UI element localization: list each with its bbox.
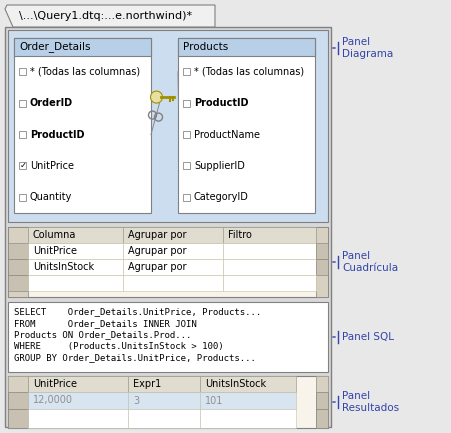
Bar: [28, 259, 123, 275]
Text: ProductID: ProductID: [30, 129, 84, 139]
Text: SupplierID: SupplierID: [193, 161, 244, 171]
Text: Order_Details: Order_Details: [19, 42, 90, 52]
Bar: [123, 243, 222, 259]
Text: Filtro: Filtro: [227, 230, 251, 240]
Bar: [19, 162, 26, 169]
Bar: [28, 392, 128, 409]
Bar: [123, 259, 222, 275]
Text: FROM      Order_Details INNER JOIN: FROM Order_Details INNER JOIN: [14, 319, 196, 328]
Text: OrderID: OrderID: [30, 98, 73, 108]
Bar: [8, 302, 327, 372]
Bar: [8, 392, 28, 409]
Text: ✓: ✓: [19, 162, 27, 171]
Text: UnitPrice: UnitPrice: [30, 161, 74, 171]
Bar: [128, 392, 199, 409]
Bar: [315, 227, 327, 297]
Bar: [8, 376, 327, 428]
Text: Quantity: Quantity: [30, 192, 72, 202]
Text: UnitPrice: UnitPrice: [33, 379, 77, 389]
Bar: [8, 275, 28, 291]
Text: CategoryID: CategoryID: [193, 192, 249, 202]
Bar: [315, 376, 327, 392]
Text: UnitsInStock: UnitsInStock: [205, 379, 266, 389]
Text: 3: 3: [133, 395, 139, 405]
Bar: [178, 38, 314, 213]
Bar: [14, 38, 151, 213]
Text: UnitsInStock: UnitsInStock: [33, 262, 94, 272]
Bar: [222, 227, 315, 243]
Bar: [315, 376, 327, 428]
Bar: [8, 30, 327, 222]
Text: SELECT    Order_Details.UnitPrice, Products...: SELECT Order_Details.UnitPrice, Products…: [14, 307, 261, 317]
Bar: [28, 376, 128, 392]
Bar: [183, 194, 189, 201]
Text: Expr1: Expr1: [133, 379, 161, 389]
Text: Columna: Columna: [33, 230, 76, 240]
Bar: [19, 68, 26, 75]
Bar: [183, 100, 189, 107]
Text: Panel
Resultados: Panel Resultados: [341, 391, 398, 413]
Bar: [19, 100, 26, 107]
Text: Products: Products: [183, 42, 228, 52]
Bar: [123, 275, 222, 291]
Bar: [8, 227, 28, 297]
Text: 101: 101: [205, 395, 223, 405]
Bar: [222, 259, 315, 275]
Text: WHERE     (Products.UnitsInStock > 100): WHERE (Products.UnitsInStock > 100): [14, 342, 223, 351]
Text: Products ON Order_Details.Prod...: Products ON Order_Details.Prod...: [14, 330, 191, 339]
Bar: [178, 38, 314, 56]
Text: Panel
Cuadrícula: Panel Cuadrícula: [341, 251, 397, 273]
Text: Panel
Diagrama: Panel Diagrama: [341, 37, 392, 59]
Bar: [199, 409, 295, 428]
Text: * (Todas las columnas): * (Todas las columnas): [193, 67, 304, 77]
Text: GROUP BY Order_Details.UnitPrice, Products...: GROUP BY Order_Details.UnitPrice, Produc…: [14, 353, 255, 362]
Bar: [19, 131, 26, 138]
Bar: [222, 275, 315, 291]
Bar: [14, 38, 151, 56]
Bar: [123, 227, 222, 243]
Text: Panel SQL: Panel SQL: [341, 332, 393, 342]
Bar: [8, 376, 28, 392]
Bar: [315, 243, 327, 259]
Bar: [199, 392, 295, 409]
Bar: [128, 376, 199, 392]
Bar: [128, 409, 199, 428]
Bar: [28, 275, 123, 291]
Bar: [28, 409, 128, 428]
Bar: [315, 392, 327, 409]
Bar: [315, 259, 327, 275]
Bar: [28, 227, 123, 243]
Bar: [183, 162, 189, 169]
Bar: [8, 227, 327, 297]
Bar: [5, 27, 330, 427]
Bar: [183, 131, 189, 138]
Bar: [8, 259, 28, 275]
Bar: [183, 68, 189, 75]
Text: ProductID: ProductID: [193, 98, 248, 108]
Bar: [8, 409, 28, 428]
Bar: [8, 376, 28, 428]
Bar: [28, 243, 123, 259]
Text: Agrupar por: Agrupar por: [128, 230, 186, 240]
Polygon shape: [5, 5, 215, 27]
Circle shape: [150, 91, 162, 103]
Text: UnitPrice: UnitPrice: [33, 246, 77, 256]
Text: ProductName: ProductName: [193, 129, 259, 139]
Text: * (Todas las columnas): * (Todas las columnas): [30, 67, 140, 77]
Bar: [19, 194, 26, 201]
Bar: [222, 243, 315, 259]
Text: Agrupar por: Agrupar por: [128, 262, 186, 272]
Text: \...\Query1.dtq:...e.northwind)*: \...\Query1.dtq:...e.northwind)*: [19, 11, 192, 21]
Bar: [8, 243, 28, 259]
Bar: [315, 409, 327, 428]
Bar: [199, 376, 295, 392]
Text: Agrupar por: Agrupar por: [128, 246, 186, 256]
Text: 12,0000: 12,0000: [33, 395, 73, 405]
